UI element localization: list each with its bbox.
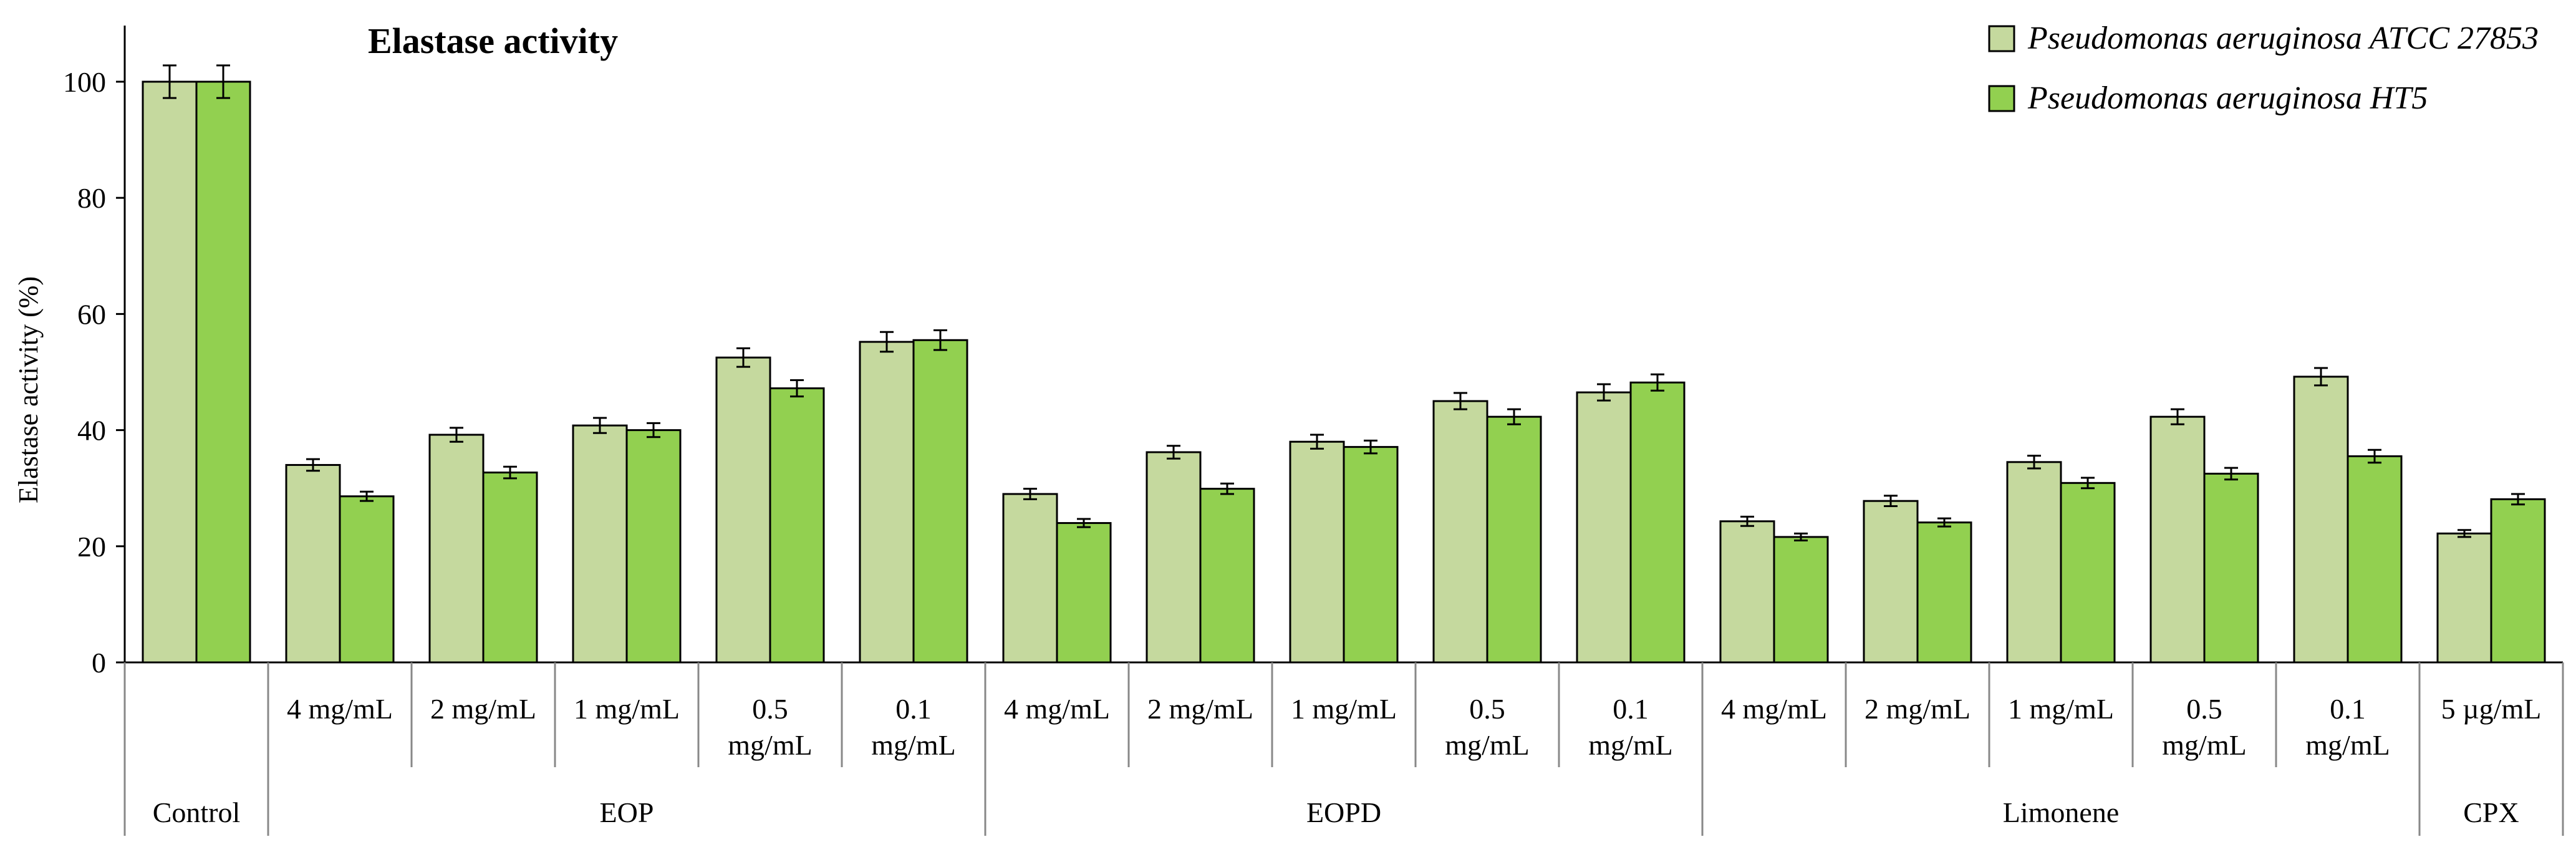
category-label: 5 µg/mL — [2441, 693, 2542, 725]
category-label: 1 mg/mL — [2008, 693, 2114, 725]
bar — [859, 341, 915, 664]
plot-area: 0 20 40 60 80 100 4 mg/mL 2 mg/mL 1 mg/mL 0.5 mg/m… — [63, 26, 2564, 836]
category-label: 4 mg/mL — [1004, 693, 1110, 725]
category-label: 0.5 mg/mL — [1445, 693, 1529, 761]
category-label: 0.5 mg/mL — [728, 693, 812, 761]
category-label-line: 0.1 — [1613, 693, 1649, 725]
y-tick-label: 40 — [77, 415, 106, 447]
group-label: Control — [153, 796, 241, 828]
bar — [285, 463, 341, 664]
bar — [2347, 455, 2403, 664]
category-label: 0.5 mg/mL — [2162, 693, 2246, 761]
group-label: EOP — [600, 796, 654, 828]
bar — [1289, 440, 1345, 664]
category-label: 1 mg/mL — [574, 693, 680, 725]
category-label: 2 mg/mL — [430, 693, 536, 725]
group-label: EOPD — [1306, 796, 1381, 828]
category-label-line: mg/mL — [2162, 729, 2246, 761]
bar — [142, 80, 198, 664]
bar — [1773, 536, 1829, 664]
bar — [2006, 461, 2062, 664]
bar — [1629, 381, 1686, 664]
bar — [2293, 375, 2349, 664]
group-label: Limonene — [2003, 796, 2120, 828]
category-label-line: mg/mL — [728, 729, 812, 761]
bar — [912, 339, 968, 664]
category-label-line: 0.5 — [2186, 693, 2222, 725]
bar — [572, 424, 628, 664]
bar — [428, 433, 485, 664]
bar — [1719, 520, 1775, 664]
bar — [625, 429, 682, 664]
y-tick-label: 80 — [77, 182, 106, 214]
bar — [1576, 391, 1632, 664]
bar — [715, 356, 771, 664]
y-axis-title: Elastase activity (%) — [13, 276, 44, 503]
category-label-line: 0.1 — [895, 693, 932, 725]
bar — [1056, 522, 1112, 664]
bar — [1486, 415, 1542, 664]
bar — [1146, 451, 1202, 664]
category-label: 0.1 mg/mL — [871, 693, 955, 761]
category-label: 0.1 mg/mL — [1588, 693, 1672, 761]
legend-swatch — [1988, 25, 2015, 52]
category-label-line: mg/mL — [2305, 729, 2390, 761]
y-tick-label: 20 — [77, 531, 106, 563]
category-label-line: 0.5 — [752, 693, 788, 725]
legend-label: Pseudomonas aeruginosa HT5 — [2027, 80, 2428, 116]
category-label: 2 mg/mL — [1864, 693, 1971, 725]
category-label: 4 mg/mL — [287, 693, 393, 725]
bar — [339, 495, 395, 664]
y-tick-label: 100 — [63, 66, 106, 98]
bar — [482, 472, 538, 664]
y-tick-label: 60 — [77, 298, 106, 330]
bar — [1343, 446, 1399, 664]
bar — [1916, 521, 1972, 664]
category-label: 0.1 mg/mL — [2305, 693, 2390, 761]
bar — [1863, 500, 1919, 664]
bar — [2436, 532, 2492, 664]
legend-swatch — [1988, 85, 2015, 112]
category-label-line: 0.1 — [2330, 693, 2366, 725]
legend: Pseudomonas aeruginosa ATCC 27853 Pseudom… — [1988, 21, 2539, 116]
bar — [2060, 482, 2116, 664]
bar — [1432, 400, 1488, 664]
bar — [1002, 493, 1058, 664]
bar — [2490, 498, 2546, 664]
category-label-line: mg/mL — [871, 729, 955, 761]
group-label: CPX — [2463, 796, 2519, 828]
bar — [769, 387, 825, 664]
category-label: 1 mg/mL — [1291, 693, 1397, 725]
category-label-line: 0.5 — [1469, 693, 1505, 725]
bar — [2203, 472, 2259, 664]
bar — [195, 80, 251, 664]
chart-title: Elastase activity — [368, 21, 618, 61]
category-label: 2 mg/mL — [1147, 693, 1253, 725]
category-label: 4 mg/mL — [1721, 693, 1827, 725]
category-label-line: mg/mL — [1445, 729, 1529, 761]
bar — [1199, 488, 1255, 664]
bar — [2149, 415, 2206, 664]
legend-label: Pseudomonas aeruginosa ATCC 27853 — [2027, 21, 2539, 56]
category-label-line: mg/mL — [1588, 729, 1672, 761]
y-tick-label: 0 — [92, 647, 106, 679]
